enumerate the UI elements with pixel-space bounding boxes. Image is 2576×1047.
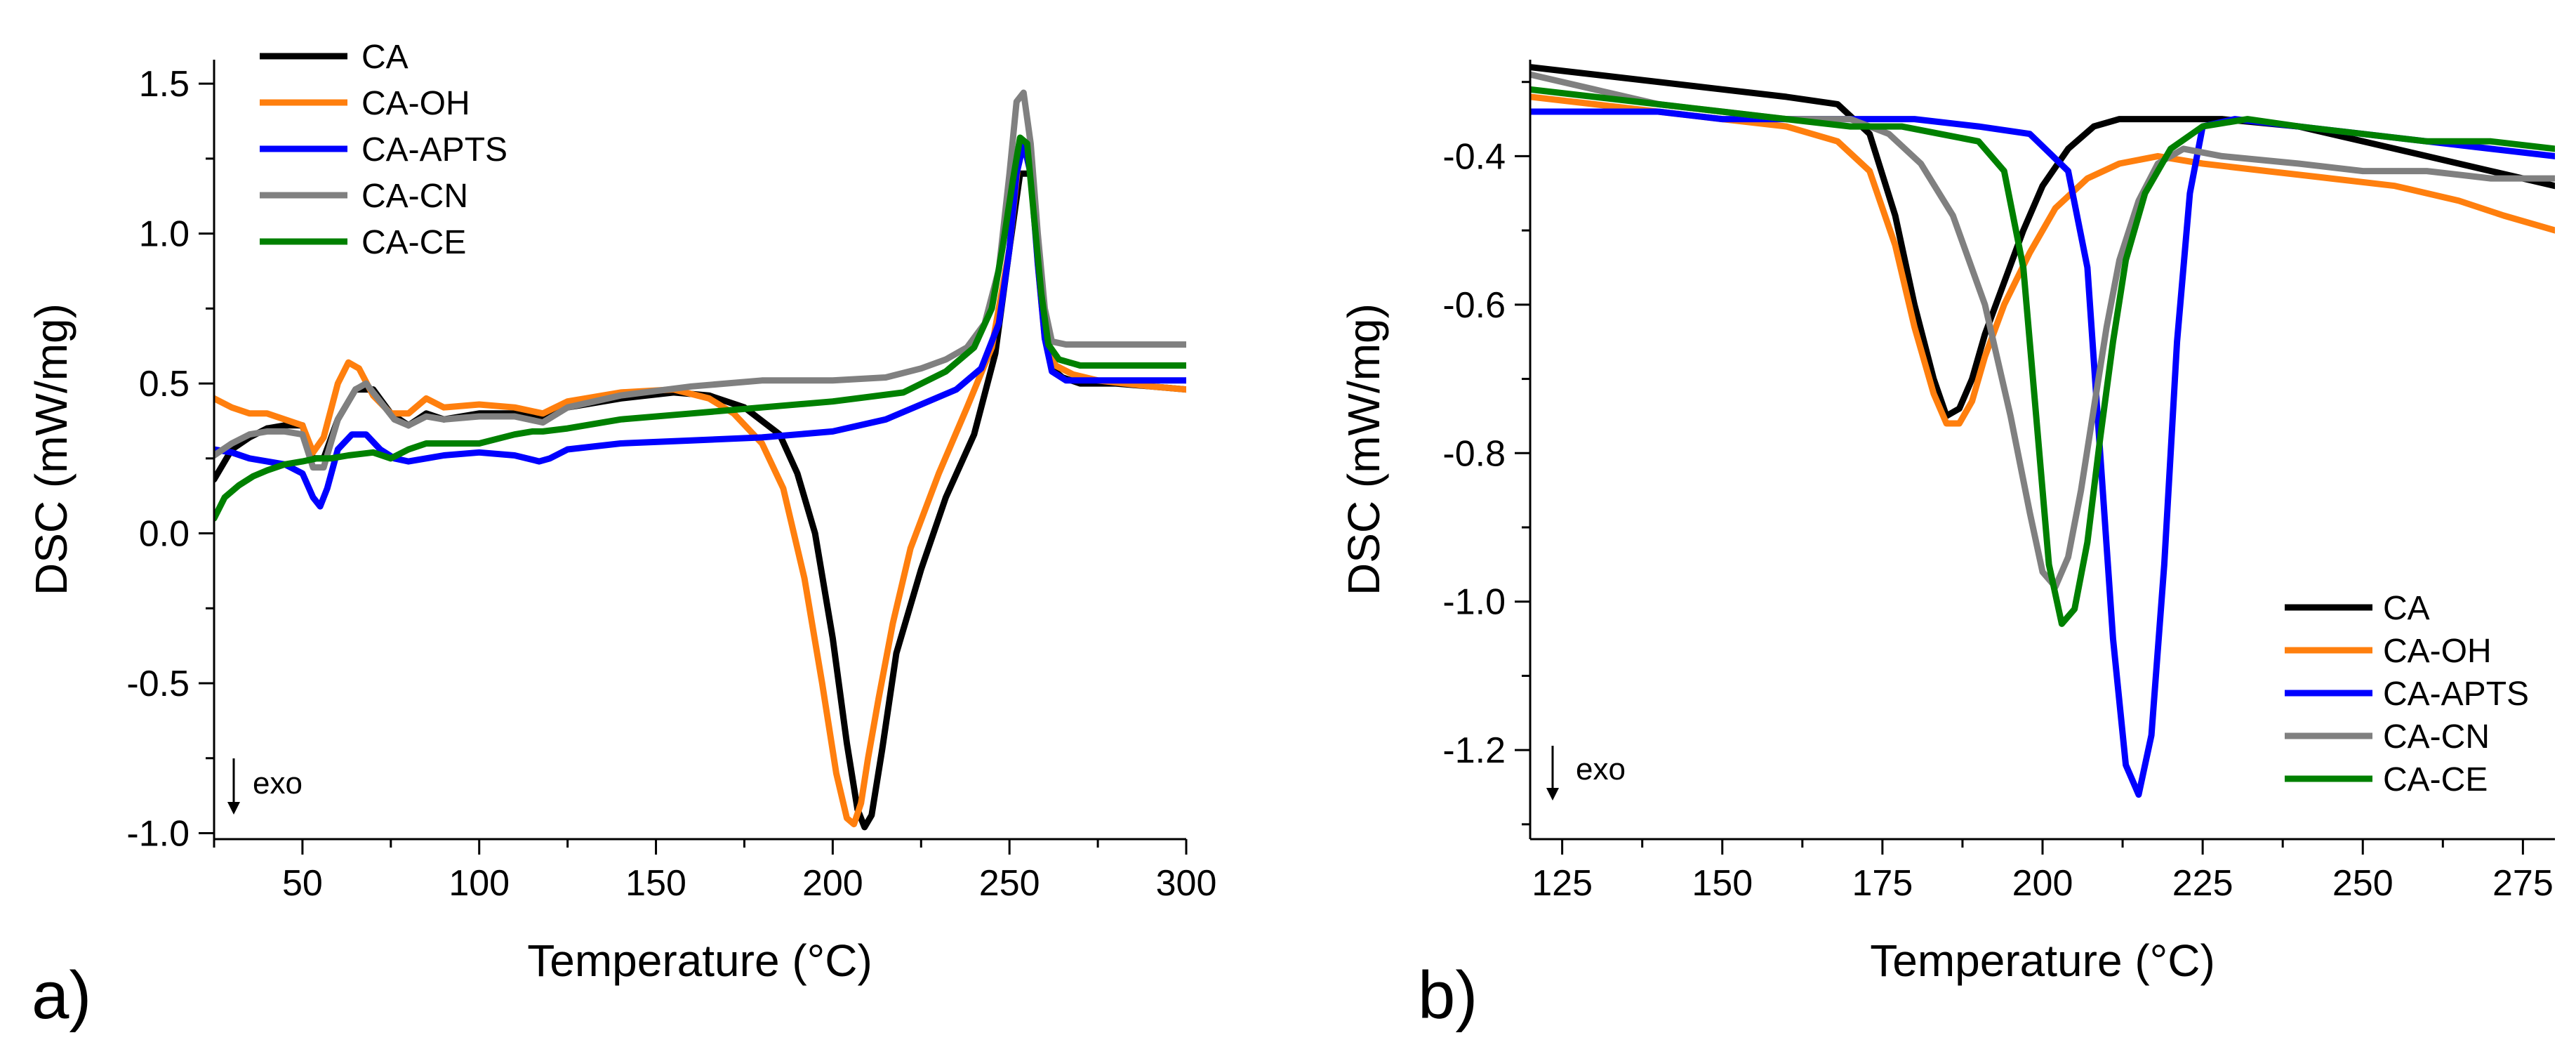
x-tick-label: 150 [1692, 863, 1753, 904]
x-tick-label: 125 [1532, 863, 1593, 904]
y-axis-title: DSC (mW/mg) [26, 303, 77, 595]
legend-label: CA-OH [2383, 633, 2492, 670]
exo-arrowhead-icon [1546, 788, 1559, 801]
y-tick-label: 0.0 [139, 514, 190, 555]
y-tick-label: -0.6 [1442, 285, 1506, 326]
series-line-ca-ce [214, 134, 1186, 522]
series-line-ca-oh [1530, 93, 2555, 427]
y-tick-label: -0.8 [1442, 433, 1506, 474]
y-tick-label: -1.0 [126, 813, 190, 854]
legend-item: CA-CE [260, 224, 466, 261]
y-tick-label: -0.5 [126, 664, 190, 704]
y-tick-label: -1.2 [1442, 730, 1506, 771]
legend-item: CA-APTS [2285, 676, 2529, 713]
chart-panel-b: 125 150 175 200 225 250 275 -1.2 -1.0 -0.8 -0.6 -0.… [1339, 60, 2555, 1033]
legend-label: CA-OH [361, 85, 470, 122]
legend-label: CA-CE [2383, 761, 2488, 798]
x-axis-title: Temperature (°C) [1870, 935, 2215, 986]
series-group [214, 89, 1186, 831]
x-tick-label: 300 [1156, 863, 1217, 904]
y-tick-label: -0.4 [1442, 136, 1506, 177]
chart-panel-a: 50 100 150 200 250 300 -1.0 -0.5 0.0 0.5 1.0 1.5 Tem… [26, 39, 1216, 1033]
exo-arrowhead-icon [227, 802, 240, 815]
series-group [1530, 64, 2555, 798]
legend-label: CA-APTS [361, 131, 507, 169]
legend-label: CA-CN [361, 178, 468, 215]
x-tick-label: 225 [2172, 863, 2233, 904]
legend-item: CA-OH [260, 85, 470, 122]
x-tick-label: 250 [979, 863, 1040, 904]
series-line-ca-cn [1530, 71, 2555, 591]
legend-label: CA [2383, 590, 2430, 627]
panel-label: b) [1418, 958, 1478, 1033]
series-line-ca-ce [1530, 86, 2555, 627]
y-axis-title: DSC (mW/mg) [1339, 303, 1389, 595]
x-tick-label: 150 [625, 863, 686, 904]
exo-label: exo [253, 766, 303, 801]
legend-item: CA-CN [260, 178, 468, 215]
panel-label: a) [32, 958, 91, 1033]
x-tick-label: 50 [282, 863, 323, 904]
legend-label: CA [361, 39, 409, 76]
legend: CA CA-OH CA-APTS CA-CN CA-CE [260, 39, 507, 261]
x-tick-label: 275 [2492, 863, 2554, 904]
legend-item: CA [260, 39, 409, 76]
legend: CA CA-OH CA-APTS CA-CN CA-CE [2285, 590, 2529, 798]
x-axis-title: Temperature (°C) [527, 935, 872, 986]
x-tick-label: 250 [2332, 863, 2394, 904]
y-tick-label: 1.0 [139, 214, 190, 255]
x-tick-label: 200 [2012, 863, 2073, 904]
y-tick-label: 0.5 [139, 364, 190, 404]
legend-item: CA [2285, 590, 2430, 627]
x-tick-label: 175 [1852, 863, 1913, 904]
legend-label: CA-CN [2383, 718, 2490, 756]
x-tick-label: 200 [802, 863, 863, 904]
legend-item: CA-OH [2285, 633, 2492, 670]
legend-label: CA-APTS [2383, 676, 2529, 713]
legend-item: CA-CN [2285, 718, 2490, 756]
series-line-ca [1530, 64, 2555, 419]
exo-label: exo [1576, 752, 1626, 786]
x-tick-label: 100 [449, 863, 510, 904]
legend-item: CA-APTS [260, 131, 507, 169]
legend-label: CA-CE [361, 224, 466, 261]
y-tick-label: 1.5 [139, 64, 190, 105]
y-tick-label: -1.0 [1442, 582, 1506, 623]
legend-item: CA-CE [2285, 761, 2488, 798]
